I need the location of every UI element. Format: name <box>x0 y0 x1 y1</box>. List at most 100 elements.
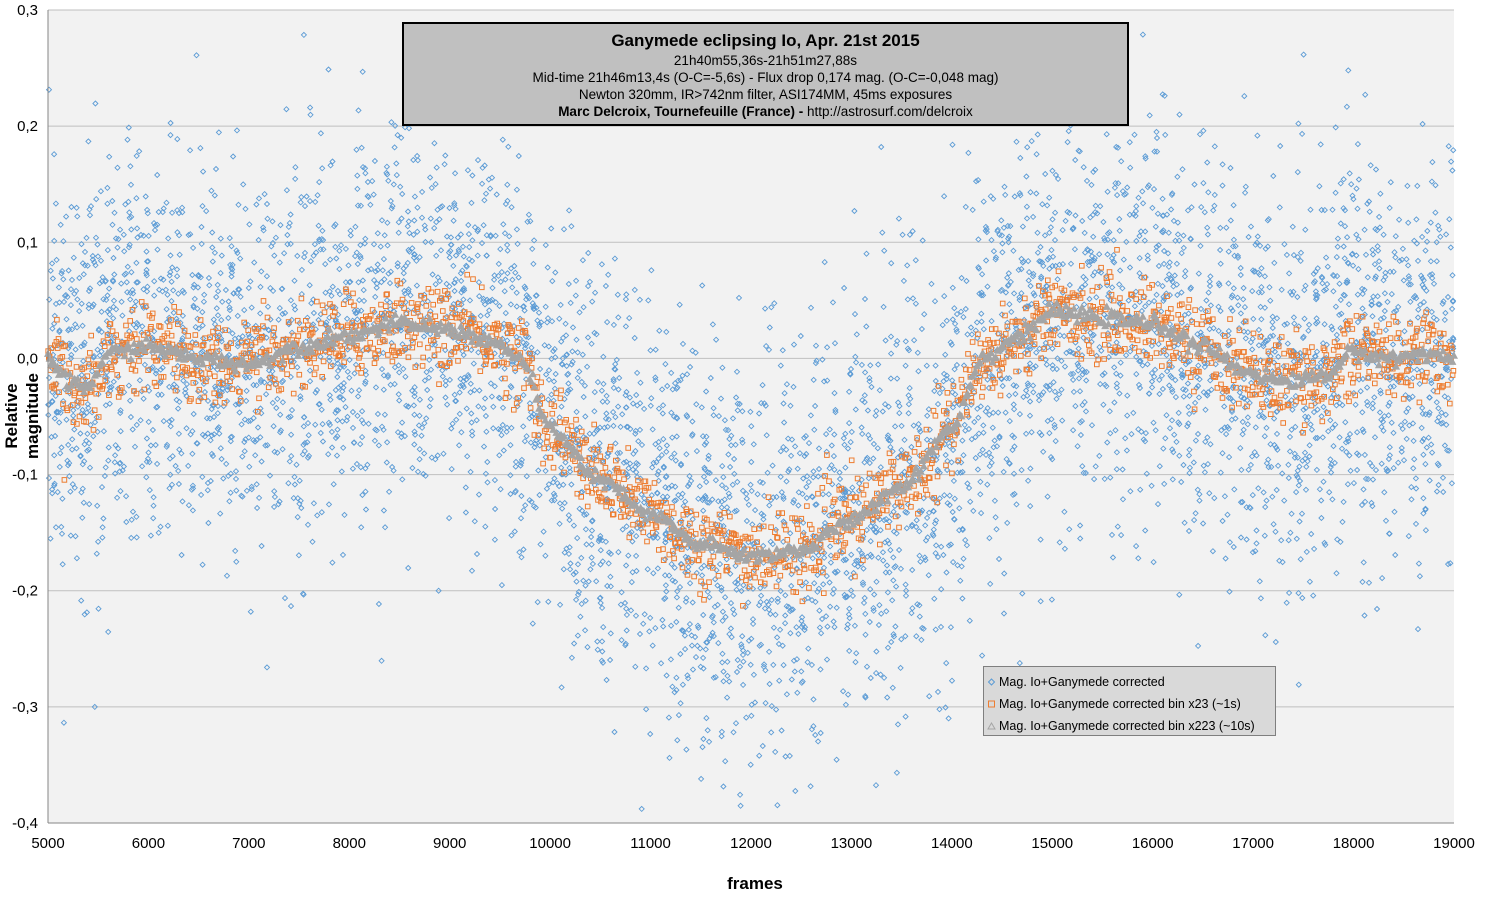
data-point-raw <box>405 286 412 293</box>
data-point-raw <box>1173 281 1180 288</box>
data-point-raw <box>760 661 768 668</box>
data-point-raw <box>782 592 789 599</box>
data-point-raw <box>1238 466 1245 474</box>
data-point-raw <box>449 420 456 427</box>
data-point-raw <box>1405 281 1412 288</box>
data-point-raw <box>610 321 618 329</box>
data-point-raw <box>576 368 583 375</box>
data-point-raw <box>1284 340 1291 347</box>
data-point-raw <box>1081 229 1088 237</box>
data-point-raw <box>452 397 459 405</box>
data-point-raw <box>1015 368 1023 375</box>
data-point-raw <box>1292 488 1300 496</box>
data-point-raw <box>433 218 440 226</box>
data-point-raw <box>761 582 768 590</box>
data-point-raw <box>139 323 146 330</box>
data-point-raw <box>565 387 572 394</box>
data-point-raw <box>903 525 910 532</box>
data-point-raw <box>1169 476 1176 483</box>
data-point-raw <box>656 327 663 334</box>
data-point-raw <box>312 421 319 428</box>
data-point-raw <box>1361 612 1368 619</box>
data-point-raw <box>583 541 590 548</box>
data-point-raw <box>1204 224 1211 231</box>
data-point-raw <box>150 502 157 509</box>
data-point-raw <box>965 425 973 433</box>
data-point-raw <box>347 232 354 239</box>
data-point-raw <box>481 162 488 169</box>
data-point-raw <box>880 303 887 311</box>
data-point-raw <box>700 562 708 569</box>
data-point-raw <box>151 278 158 285</box>
data-point-raw <box>674 588 681 595</box>
data-point-raw <box>255 236 262 244</box>
data-point-raw <box>895 215 903 222</box>
data-point-raw <box>1247 223 1255 230</box>
data-point-raw <box>899 231 906 238</box>
data-point-raw <box>377 243 384 250</box>
data-point-raw <box>468 567 476 574</box>
data-point-raw <box>1201 209 1208 216</box>
data-point-raw <box>1082 281 1089 288</box>
data-point-raw <box>467 468 474 476</box>
data-point-raw <box>1354 205 1361 212</box>
data-point-raw <box>490 403 497 410</box>
data-point-raw <box>477 312 484 320</box>
data-point-raw <box>1373 605 1381 613</box>
data-point-raw <box>991 437 998 444</box>
data-point-raw <box>1225 327 1232 335</box>
data-point-raw <box>190 410 197 418</box>
data-point-raw <box>823 656 831 663</box>
data-point-raw <box>906 384 913 392</box>
data-point-raw <box>613 356 620 364</box>
data-point-raw <box>118 280 125 287</box>
data-point-raw <box>714 582 721 589</box>
data-point-raw <box>534 349 541 356</box>
data-point-raw <box>1311 278 1319 285</box>
data-point-raw <box>1352 401 1359 408</box>
data-point-raw <box>548 497 555 504</box>
data-point-raw <box>1005 239 1012 246</box>
data-point-raw <box>495 260 502 268</box>
data-point-raw <box>810 468 817 475</box>
data-point-raw <box>480 405 487 412</box>
data-point-raw <box>291 277 298 284</box>
data-point-raw <box>853 331 860 338</box>
data-point-raw <box>142 193 149 200</box>
data-point-raw <box>566 464 573 472</box>
data-point-raw <box>568 654 576 661</box>
data-point-raw <box>847 438 854 446</box>
data-point-raw <box>1184 380 1192 387</box>
data-point-raw <box>545 481 553 488</box>
data-point-raw <box>1412 475 1420 482</box>
data-point-raw <box>681 645 689 653</box>
data-point-raw <box>154 171 161 179</box>
data-point-raw <box>96 352 103 359</box>
data-point-raw <box>1403 408 1410 416</box>
data-point-raw <box>747 761 754 768</box>
data-point-raw <box>980 326 987 333</box>
data-point-raw <box>1294 293 1301 301</box>
data-point-raw <box>292 164 299 171</box>
data-point-raw <box>1129 293 1137 300</box>
data-point-raw <box>287 297 295 304</box>
data-point-raw <box>293 461 300 468</box>
data-point-raw <box>862 631 869 638</box>
data-point-raw <box>847 370 854 377</box>
data-point-raw <box>1064 138 1071 146</box>
data-point-raw <box>209 452 217 460</box>
data-point-raw <box>1024 477 1032 484</box>
data-point-raw <box>1382 326 1390 334</box>
data-point-raw <box>928 280 935 288</box>
data-point-raw <box>1254 132 1261 139</box>
data-point-raw <box>636 630 644 638</box>
data-point-raw <box>149 426 157 434</box>
data-point-raw <box>941 441 948 448</box>
data-point-raw <box>1429 158 1436 166</box>
data-point-raw <box>383 169 390 177</box>
data-point-raw <box>388 119 395 126</box>
data-point-raw <box>974 334 981 342</box>
data-point-raw <box>616 374 623 382</box>
data-point-raw <box>1361 498 1369 505</box>
data-point-raw <box>988 317 995 325</box>
